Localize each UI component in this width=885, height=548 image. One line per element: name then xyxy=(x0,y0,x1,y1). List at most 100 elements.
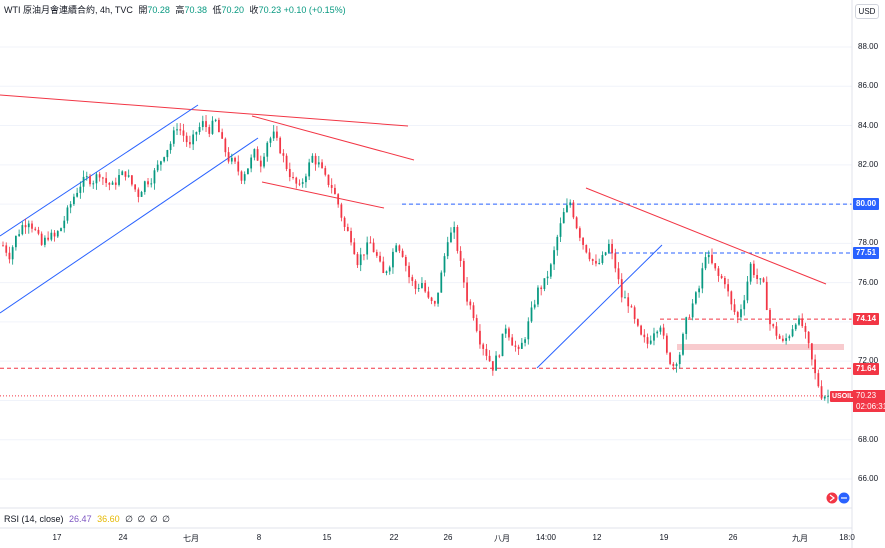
price-axis-label: 76.00 xyxy=(858,277,879,287)
candle-body xyxy=(801,318,804,327)
candle-body xyxy=(224,138,227,153)
candle-body xyxy=(582,237,584,245)
candle-body xyxy=(421,283,423,288)
candle-body xyxy=(392,251,394,268)
candle-body xyxy=(682,333,684,355)
candle-body xyxy=(417,287,420,289)
candle-body xyxy=(562,212,565,224)
candle-body xyxy=(108,182,111,185)
candle-body xyxy=(63,220,66,229)
candle-body xyxy=(572,202,575,218)
candle-body xyxy=(588,252,591,260)
flag-icon[interactable] xyxy=(825,491,853,505)
candle-body xyxy=(379,255,381,262)
candle-body xyxy=(640,325,642,335)
candle-body xyxy=(659,327,662,332)
trendline-red-descending xyxy=(585,187,827,285)
candle-body xyxy=(456,227,459,251)
time-axis-label: 12 xyxy=(592,533,602,542)
candle-body xyxy=(546,276,549,279)
candle-body xyxy=(40,233,43,245)
price-axis-label: 82.00 xyxy=(858,159,879,169)
candle-body xyxy=(8,252,11,260)
candle-body xyxy=(160,161,162,165)
candle-body xyxy=(337,194,340,205)
candle-body xyxy=(153,170,156,184)
symbol-title[interactable]: WTI 原油月會連續合約, 4h, TVC xyxy=(4,5,133,15)
rsi-header[interactable]: RSI (14, close) 26.47 36.60 ∅ ∅ ∅ ∅ xyxy=(4,514,171,525)
candle-body xyxy=(156,164,159,171)
candle-body xyxy=(369,242,372,244)
candle-body xyxy=(111,182,114,185)
candle-body xyxy=(285,155,288,169)
candle-body xyxy=(343,217,346,227)
candle-body xyxy=(430,297,433,302)
candle-body xyxy=(114,182,117,185)
candle-body xyxy=(301,182,304,184)
candle-body xyxy=(811,343,813,360)
candle-body xyxy=(794,324,797,330)
candle-body xyxy=(749,263,752,282)
candle-body xyxy=(240,171,243,181)
candle-body xyxy=(150,183,153,185)
candle-body xyxy=(18,234,20,236)
time-axis-label: 17 xyxy=(52,533,62,542)
candle-body xyxy=(221,132,224,139)
candle-body xyxy=(205,121,207,128)
candle-body xyxy=(462,260,465,283)
candle-body xyxy=(543,278,546,290)
candle-body xyxy=(321,162,323,169)
candle-body xyxy=(533,304,536,308)
candle-body xyxy=(694,292,697,304)
candle-body xyxy=(314,155,317,165)
candle-body xyxy=(398,245,401,251)
candle-body xyxy=(814,359,816,374)
high-label: 高 xyxy=(175,5,185,15)
candle-body xyxy=(359,254,362,266)
candle-body xyxy=(372,242,375,253)
candle-body xyxy=(450,232,452,243)
currency-button[interactable]: USD xyxy=(855,4,879,19)
candle-body xyxy=(227,152,230,162)
candle-body xyxy=(495,355,497,371)
candle-body xyxy=(60,228,62,232)
rsi-value: 26.47 xyxy=(69,514,92,524)
candle-body xyxy=(669,352,671,364)
candle-body xyxy=(214,119,217,121)
candle-body xyxy=(195,132,198,135)
candle-body xyxy=(479,330,481,345)
candle-body xyxy=(272,131,275,139)
candle-body xyxy=(636,319,639,326)
candle-body xyxy=(253,149,256,158)
candle-body xyxy=(665,335,668,353)
candle-body xyxy=(53,232,56,237)
candle-body xyxy=(598,262,601,264)
candle-body xyxy=(575,217,578,229)
candle-body xyxy=(89,176,91,185)
time-axis-label: 19 xyxy=(659,533,669,542)
candle-body xyxy=(230,157,233,162)
candle-body xyxy=(469,301,472,306)
candle-body xyxy=(595,260,597,264)
candle-body xyxy=(330,185,333,188)
candle-body xyxy=(675,364,678,367)
time-axis-label: 八月 xyxy=(494,534,510,543)
candle-body xyxy=(807,331,810,344)
candle-body xyxy=(140,191,143,197)
time-axis-label: 8 xyxy=(256,533,262,542)
candle-body xyxy=(627,297,630,307)
candle-body xyxy=(553,250,555,265)
candle-body xyxy=(591,259,594,261)
candle-body xyxy=(279,137,282,154)
candle-body xyxy=(578,228,581,238)
candle-body xyxy=(723,278,726,285)
candle-body xyxy=(82,176,85,187)
candle-body xyxy=(31,223,33,229)
time-axis-label: 26 xyxy=(728,533,738,542)
candle-body xyxy=(672,363,675,367)
candle-body xyxy=(520,342,523,349)
candle-body xyxy=(624,297,626,299)
candle-body xyxy=(433,301,436,304)
close-label: 收 xyxy=(249,5,259,15)
